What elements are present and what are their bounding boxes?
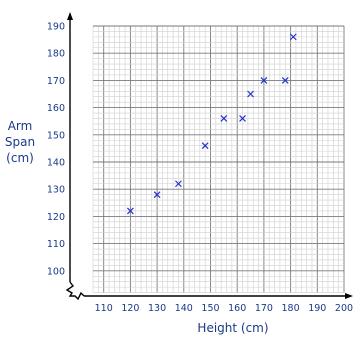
data-point — [126, 207, 134, 215]
y-tick-label: 100 — [47, 266, 65, 277]
data-point — [247, 90, 254, 98]
y-axis-title-line-1: Arm — [8, 119, 33, 133]
data-point — [201, 142, 209, 150]
x-tick-label: 140 — [175, 303, 193, 314]
x-tick-label: 170 — [255, 303, 273, 314]
y-tick-label: 120 — [47, 212, 65, 223]
data-point — [239, 115, 246, 122]
y-tick-label: 190 — [47, 22, 65, 33]
y-tick-label: 140 — [47, 158, 65, 169]
y-tick-label: 130 — [47, 185, 65, 196]
data-point — [260, 76, 268, 84]
x-tick-label: 200 — [335, 303, 353, 314]
data-point — [220, 115, 228, 122]
axes — [65, 12, 353, 301]
y-tick-label: 160 — [47, 103, 65, 114]
y-tick-label: 110 — [47, 239, 65, 250]
x-tick-label: 120 — [121, 303, 139, 314]
data-point — [289, 33, 297, 41]
x-axis-arrow — [345, 293, 353, 299]
x-axis-title: Height (cm) — [197, 321, 268, 335]
y-tick-label: 170 — [47, 76, 65, 87]
x-tick-labels: 110 120 130 140 150 160 170 180 190 200 — [95, 303, 353, 314]
axis-break — [65, 281, 85, 301]
data-point — [175, 180, 182, 188]
y-axis-arrow — [67, 12, 73, 20]
y-tick-label: 180 — [47, 49, 65, 60]
y-axis-title-line-3: (cm) — [6, 151, 34, 165]
y-tick-labels: 100 110 120 130 140 150 160 170 180 190 — [47, 22, 65, 278]
data-points — [126, 33, 297, 215]
x-tick-label: 130 — [148, 303, 166, 314]
y-tick-label: 150 — [47, 130, 65, 141]
data-point — [281, 76, 289, 84]
data-point — [153, 191, 161, 199]
y-axis-title-line-2: Span — [5, 135, 35, 149]
x-tick-label: 180 — [282, 303, 300, 314]
x-tick-label: 160 — [228, 303, 246, 314]
x-tick-label: 190 — [308, 303, 326, 314]
grid — [92, 25, 345, 293]
x-tick-label: 110 — [95, 303, 113, 314]
x-tick-label: 150 — [201, 303, 219, 314]
